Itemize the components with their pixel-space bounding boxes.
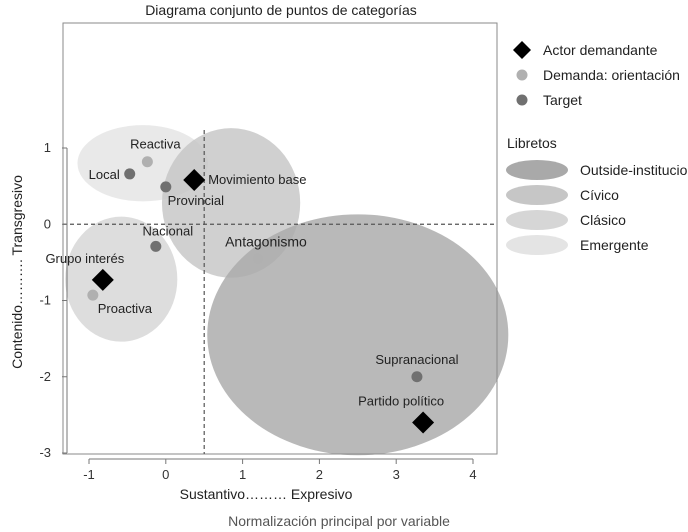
legend-marker-actor-demandante bbox=[513, 41, 531, 59]
y-tick-label: -3 bbox=[39, 445, 51, 460]
plot-frame bbox=[62, 22, 498, 455]
region-ellipses bbox=[65, 125, 509, 456]
legend-label-outside-institucional: Outside-institucional bbox=[580, 162, 688, 178]
y-tick-label: 0 bbox=[44, 216, 51, 231]
point-label-nacional: Nacional bbox=[143, 223, 194, 238]
demanda-orientacion-point-proactiva bbox=[87, 289, 99, 301]
target-point-nacional bbox=[150, 240, 162, 252]
x-axis-label: Sustantivo……… Expresivo bbox=[180, 486, 353, 502]
x-tick-label: 3 bbox=[393, 467, 400, 482]
orientacion-point-antagonismo bbox=[252, 253, 263, 264]
legend-label-clasico: Clásico bbox=[580, 212, 626, 228]
reference-lines bbox=[63, 130, 497, 454]
legend-swatch-clasico bbox=[506, 210, 568, 230]
legend-label-emergente: Emergente bbox=[580, 237, 649, 253]
legend-label-demanda-orientacion: Demanda: orientación bbox=[543, 67, 680, 83]
target-point-local bbox=[124, 168, 136, 180]
point-label-movimiento-base: Movimiento base bbox=[208, 172, 306, 187]
point-label-proactiva: Proactiva bbox=[98, 301, 153, 316]
legend-swatch-civico bbox=[506, 185, 568, 205]
legend-swatch-outside-institucional bbox=[506, 160, 568, 180]
point-label-reactiva: Reactiva bbox=[130, 137, 181, 152]
legend-swatch-emergente bbox=[506, 235, 568, 255]
x-tick-label: 2 bbox=[316, 467, 323, 482]
point-label-partido-politico: Partido político bbox=[358, 394, 444, 409]
point-labels: Movimiento base Grupo interés Partido polí… bbox=[45, 137, 458, 409]
demanda-orientacion-point-reactiva bbox=[141, 156, 153, 168]
actor-point-grupo-interes bbox=[91, 268, 114, 291]
target-point-provincial bbox=[160, 181, 172, 193]
legend: Actor demandante Demanda: orientación Targ… bbox=[506, 41, 688, 255]
region-outside-institucional bbox=[207, 214, 509, 456]
actor-point-movimiento-base bbox=[183, 169, 206, 192]
axes: -1 0 1 2 3 4 1 0 -1 -2 -3 bbox=[39, 140, 476, 482]
target-point-supranacional bbox=[411, 371, 423, 383]
region-clasico bbox=[65, 216, 178, 342]
y-tick-label: 1 bbox=[44, 140, 51, 155]
legend-group-title: Libretos bbox=[507, 135, 557, 151]
point-label-provincial: Provincial bbox=[168, 193, 224, 208]
y-tick-label: -1 bbox=[39, 293, 51, 308]
x-tick-label: -1 bbox=[83, 467, 95, 482]
chart-title: Diagrama conjunto de puntos de categoría… bbox=[145, 2, 417, 18]
point-label-local: Local bbox=[89, 167, 120, 182]
legend-label-civico: Cívico bbox=[580, 187, 619, 203]
legend-marker-target bbox=[516, 94, 528, 106]
x-tick-label: 4 bbox=[469, 467, 476, 482]
y-axis-label: Contenido………. Transgresivo bbox=[9, 175, 25, 369]
x-tick-label: 1 bbox=[239, 467, 246, 482]
chart-subtitle: Normalización principal por variable bbox=[228, 513, 450, 529]
actor-point-partido-politico bbox=[412, 411, 435, 434]
point-label-antagonismo: Antagonismo bbox=[225, 234, 307, 250]
point-label-grupo-interes: Grupo interés bbox=[45, 251, 124, 266]
point-label-supranacional: Supranacional bbox=[375, 352, 458, 367]
legend-label-target: Target bbox=[543, 92, 582, 108]
x-tick-label: 0 bbox=[162, 467, 169, 482]
legend-label-actor-demandante: Actor demandante bbox=[543, 42, 658, 58]
y-tick-label: -2 bbox=[39, 369, 51, 384]
data-points bbox=[87, 156, 435, 434]
legend-marker-demanda-orientacion bbox=[516, 69, 528, 81]
